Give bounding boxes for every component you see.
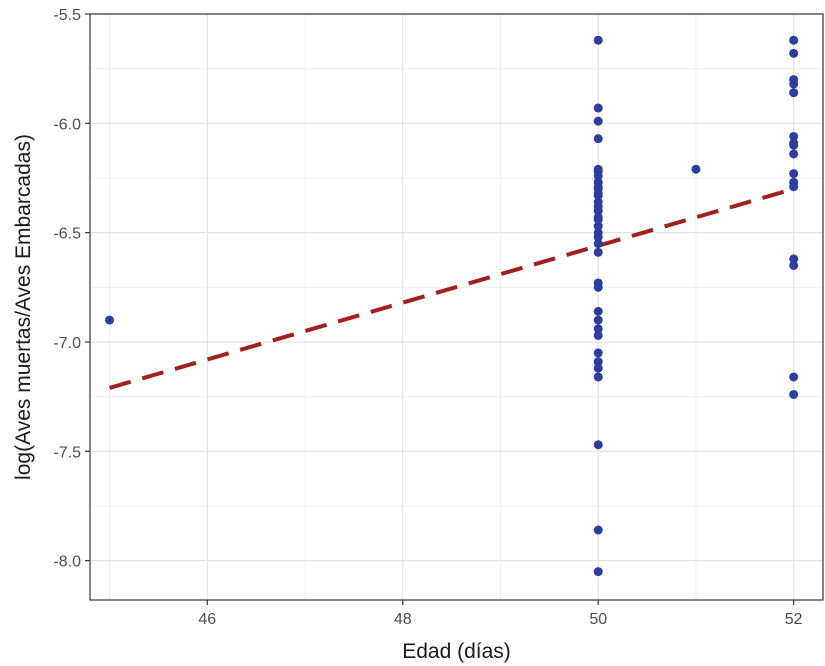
data-point — [789, 372, 799, 382]
data-point — [593, 440, 603, 450]
x-tick-label: 48 — [394, 611, 412, 628]
data-points-layer — [105, 35, 799, 577]
data-point — [593, 215, 603, 225]
data-point — [593, 357, 603, 367]
data-point — [789, 182, 799, 192]
x-axis-title: Edad (días) — [402, 640, 511, 663]
data-point — [105, 315, 115, 325]
x-axis-ticks: 46 48 50 52 — [198, 600, 803, 628]
data-point — [593, 166, 603, 176]
data-point — [789, 35, 799, 45]
data-point — [691, 164, 701, 174]
y-axis-ticks: -8.0 -7.5 -7.0 -6.5 -6.0 -5.5 — [53, 7, 90, 571]
data-point — [593, 348, 603, 358]
y-tick-label: -6.5 — [53, 226, 81, 243]
plot-panel-border — [89, 13, 824, 601]
data-point — [593, 372, 603, 382]
data-point — [593, 221, 603, 231]
y-tick-label: -7.5 — [53, 444, 81, 461]
regression-line — [108, 187, 795, 390]
data-point — [593, 182, 603, 192]
regression-line-layer — [108, 187, 795, 390]
y-tick-label: -7.0 — [53, 335, 81, 352]
data-point — [593, 188, 603, 198]
data-point — [593, 363, 603, 373]
data-point — [593, 567, 603, 577]
data-point — [789, 254, 799, 264]
data-point — [593, 201, 603, 211]
data-point — [789, 389, 799, 399]
data-point — [789, 260, 799, 270]
data-point — [789, 88, 799, 98]
x-tick-label: 46 — [198, 611, 216, 628]
data-point — [789, 48, 799, 58]
data-point — [593, 247, 603, 257]
data-point — [789, 149, 799, 159]
y-axis-title: log(Aves muertas/Aves Embarcadas) — [12, 134, 35, 480]
data-point — [789, 79, 799, 89]
data-point — [593, 103, 603, 113]
data-point — [593, 324, 603, 334]
minor-grid — [90, 14, 823, 600]
data-point — [593, 306, 603, 316]
y-tick-label: -5.5 — [53, 7, 81, 24]
data-point — [593, 134, 603, 144]
data-point — [593, 35, 603, 45]
data-point — [789, 140, 799, 150]
data-point — [789, 131, 799, 141]
y-tick-label: -6.0 — [53, 116, 81, 133]
data-point — [593, 525, 603, 535]
data-point — [593, 232, 603, 242]
data-point — [593, 330, 603, 340]
data-point — [593, 239, 603, 249]
x-tick-label: 50 — [589, 611, 607, 628]
data-point — [593, 116, 603, 126]
data-point — [593, 282, 603, 292]
data-point — [789, 169, 799, 179]
data-point — [593, 315, 603, 325]
x-tick-label: 52 — [785, 611, 803, 628]
y-tick-label: -8.0 — [53, 554, 81, 571]
